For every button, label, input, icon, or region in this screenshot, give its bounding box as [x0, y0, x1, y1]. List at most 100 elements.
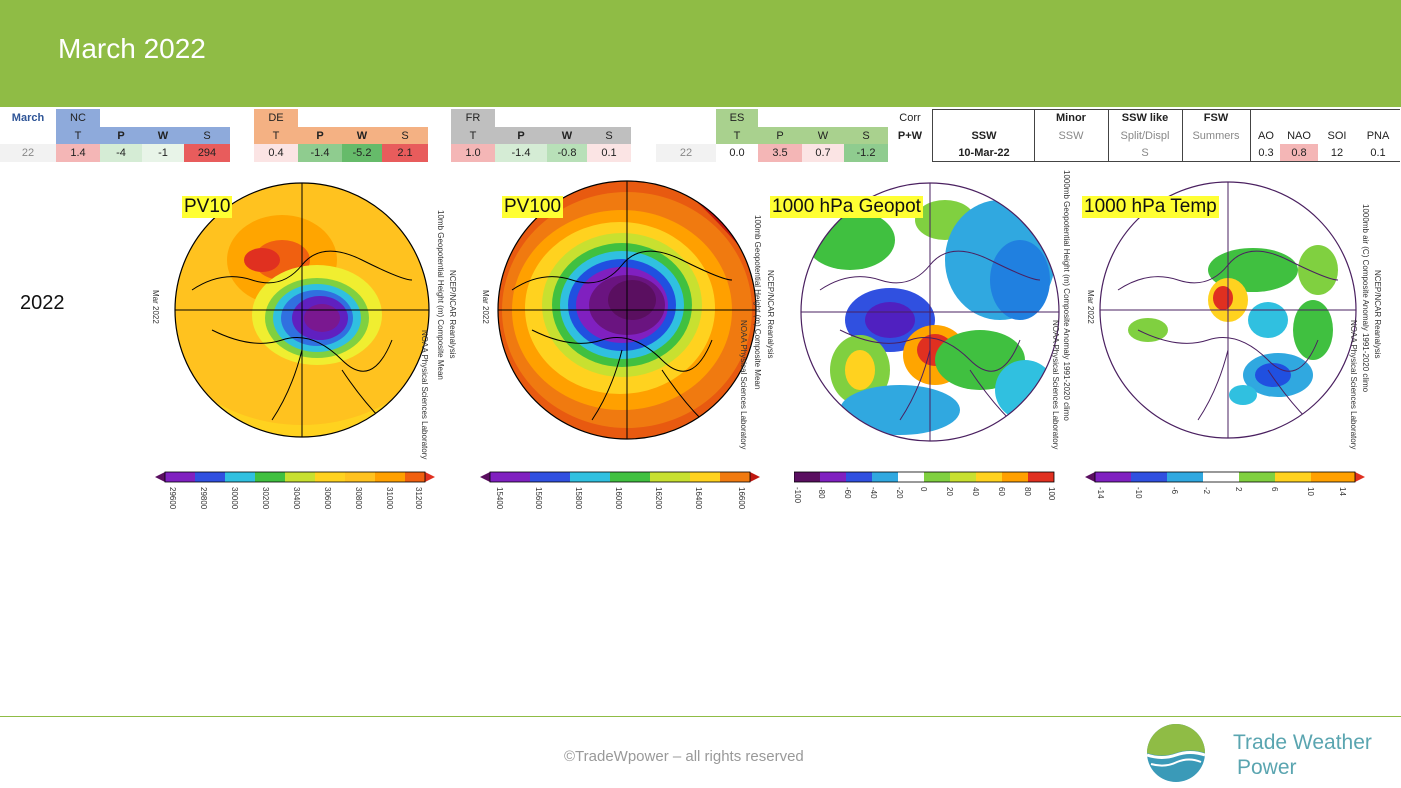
temp-tick: 2	[1234, 487, 1243, 492]
de-subhead-bg	[254, 127, 428, 144]
de-header: DE	[254, 109, 298, 127]
pv10-label: PV10	[182, 196, 233, 218]
nc-w-val: -1	[142, 144, 184, 162]
fr-header: FR	[451, 109, 495, 127]
de-t: T	[272, 130, 280, 142]
temp-lab: NOAA Physical Sciences Laboratory	[1349, 320, 1358, 450]
fsw-value	[1182, 144, 1250, 162]
logo-line-2: Power	[1237, 756, 1297, 779]
header-banner: March 2022	[0, 0, 1401, 107]
nc-t: T	[74, 130, 82, 142]
es-p-val: 3.5	[758, 144, 802, 162]
es-t: T	[733, 130, 741, 142]
pw-label: P+W	[897, 130, 923, 142]
pv100-desc: 100mb Geopotential Height (m) Composite …	[753, 215, 762, 390]
grid-line	[932, 161, 1400, 162]
nc-t-val: 1.4	[56, 144, 100, 162]
pv10-tick: 30800	[354, 487, 363, 510]
pv100-tick: 15800	[574, 487, 583, 510]
geopot-tick: 20	[945, 487, 954, 496]
geopot-tick: 100	[1047, 487, 1056, 501]
es-s: S	[862, 130, 870, 142]
temp-colorbar-strip	[1085, 471, 1365, 483]
fr-t: T	[469, 130, 477, 142]
temp-tick: 14	[1338, 487, 1347, 496]
pv10-tick: 30000	[230, 487, 239, 510]
map-pv10: PV10 Mar 2022 10mb Geopotential Height (…	[151, 170, 462, 470]
de-w-val: -5.2	[342, 144, 382, 162]
colorbar-pv100: 15400 15600 15800 16000 16200 16400 1660…	[480, 470, 770, 520]
pv10-source: NCEP/NCAR Reanalysis	[448, 270, 457, 359]
geopot-tick: -20	[895, 487, 904, 499]
pv10-tick: 29600	[168, 487, 177, 510]
colorbar-temp: -14 -10 -6 -2 2 6 10 14	[1085, 470, 1375, 520]
fr-s: S	[605, 130, 613, 142]
de-t-val: 0.4	[254, 144, 298, 162]
row-year: 22	[0, 144, 56, 162]
footer-divider	[0, 716, 1401, 717]
ssw-date: 10-Mar-22	[958, 147, 1010, 159]
pv100-source: NCEP/NCAR Reanalysis	[766, 270, 775, 359]
nao-header: NAO	[1287, 130, 1311, 142]
temp-date: Mar 2022	[1086, 290, 1095, 324]
logo-line-1: Trade Weather	[1233, 731, 1372, 754]
soi-value: 12	[1330, 147, 1344, 159]
nc-subhead-bg	[56, 127, 230, 144]
nc-s: S	[203, 130, 211, 142]
grid-line	[1034, 109, 1035, 162]
geopot-colorbar-strip	[793, 471, 1055, 483]
map-1000-geopot: 1000 hPa Geopot 1000mb Geopotential Heig…	[770, 170, 1090, 470]
de-p: P	[316, 130, 324, 142]
trade-weather-power-logo-icon	[1146, 724, 1206, 782]
pv10-tick: 30600	[323, 487, 332, 510]
pv10-tick: 30200	[261, 487, 270, 510]
fsw-sub: Summers	[1192, 130, 1240, 142]
temp-tick: -2	[1202, 487, 1211, 495]
corr-label: Corr	[899, 112, 921, 124]
temp-polar-map	[1099, 181, 1357, 439]
es-subhead-bg	[716, 127, 888, 144]
pv100-tick: 15600	[534, 487, 543, 510]
nao-value: 0.8	[1280, 144, 1318, 162]
pv10-colorbar-strip	[155, 471, 435, 483]
temp-desc: 1000mb air (C) Composite Anomaly 1991-20…	[1361, 204, 1370, 393]
temp-tick: -6	[1170, 487, 1179, 495]
pv100-date: Mar 2022	[481, 290, 490, 324]
es-t-val: 0.0	[729, 147, 745, 159]
pv10-tick: 31000	[385, 487, 394, 510]
geopot-label: 1000 hPa Geopot	[770, 196, 923, 218]
pv10-tick: 30400	[292, 487, 301, 510]
fr-w: W	[561, 130, 573, 142]
minor-sub: SSW	[1058, 130, 1084, 142]
temp-source: NCEP/NCAR Reanalysis	[1373, 270, 1382, 359]
nc-p-val: -4	[100, 144, 142, 162]
temp-tick: 10	[1306, 487, 1315, 496]
month-label: March	[11, 112, 45, 124]
es-row-year: 22	[656, 144, 716, 162]
fsw-header: FSW	[1203, 112, 1229, 124]
ssw-header: SSW	[971, 130, 997, 142]
pna-value: 0.1	[1370, 147, 1386, 159]
pv100-polar-map	[497, 180, 757, 440]
geopot-tick: 0	[919, 487, 928, 492]
geopot-tick: 60	[997, 487, 1006, 496]
grid-line	[932, 109, 1400, 110]
geopot-polar-map	[800, 182, 1060, 442]
es-s-val: -1.2	[844, 144, 888, 162]
nc-p: P	[117, 130, 125, 142]
geopot-lab: NOAA Physical Sciences Laboratory	[1051, 320, 1060, 450]
pv100-tick: 15400	[495, 487, 504, 510]
map-1000-temp: 1000 hPa Temp Mar 2022 1000mb air (C) Co…	[1078, 170, 1388, 470]
soi-header: SOI	[1327, 130, 1347, 142]
pv10-tick: 31200	[414, 487, 423, 510]
geopot-tick: -40	[869, 487, 878, 499]
nc-header: NC	[56, 109, 100, 127]
grid-line	[1108, 109, 1109, 162]
temp-tick: -14	[1096, 487, 1105, 499]
de-p-val: -1.4	[298, 144, 342, 162]
pv100-tick: 16200	[654, 487, 663, 510]
pna-header: PNA	[1366, 130, 1390, 142]
es-header: ES	[716, 109, 758, 127]
grid-line	[1182, 109, 1183, 162]
pv100-tick: 16000	[614, 487, 623, 510]
